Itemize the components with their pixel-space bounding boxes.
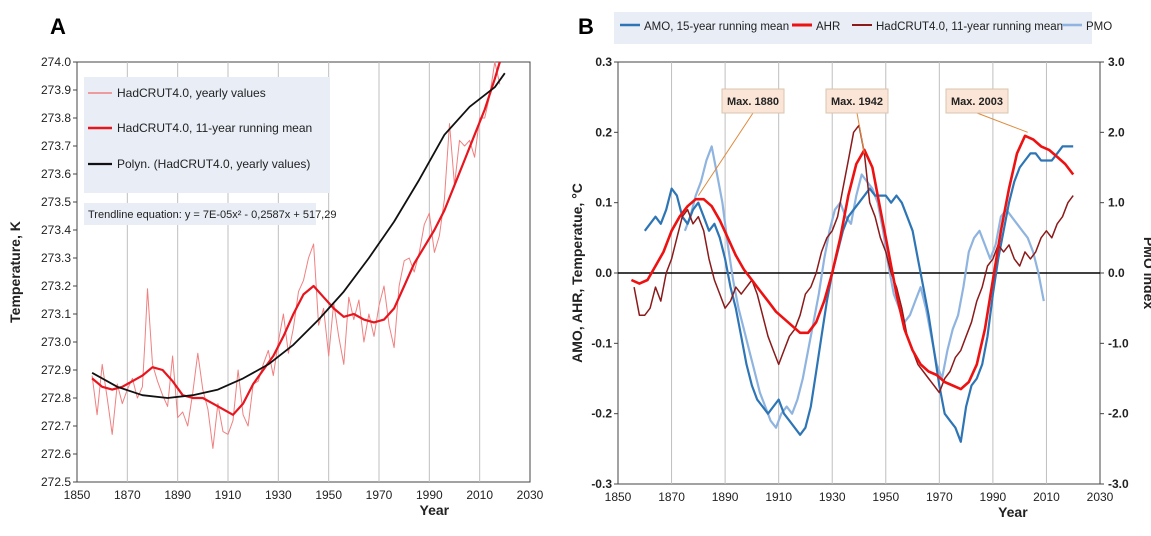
x-tick-label: 2010 — [466, 488, 493, 502]
y-tick-label: 274.0 — [41, 55, 71, 69]
y-tick-label: 273.6 — [41, 167, 71, 181]
panel-b: 1850 1870 1890 1910 1930 1950 1970 1990 2010 2030… — [569, 12, 1151, 520]
y-tick-label: 0.1 — [595, 196, 612, 210]
x-tick-label: 1910 — [215, 488, 242, 502]
annotation-label: Max. 1880 — [727, 96, 779, 108]
legend-box — [84, 77, 330, 193]
trendline-box — [84, 203, 316, 225]
y-tick-label: 0.0 — [595, 266, 612, 280]
y-tick-label: 273.4 — [41, 223, 71, 237]
x-tick-label: 1850 — [64, 488, 91, 502]
x-tick-label: 2030 — [517, 488, 544, 502]
series-line — [633, 124, 1074, 394]
series-line — [91, 61, 501, 449]
y2-tick-label: 0.0 — [1108, 266, 1125, 280]
y-tick-label: 272.9 — [41, 363, 71, 377]
x-tick-label: 1870 — [658, 490, 685, 504]
series-line — [91, 72, 506, 399]
x-tick-label: 1970 — [926, 490, 953, 504]
series-line — [683, 145, 1045, 429]
y-tick-label: 0.2 — [595, 125, 612, 139]
x-tick-label: 1950 — [315, 488, 342, 502]
legend-entry: AHR — [816, 21, 840, 33]
x-tick-label: 1990 — [416, 488, 443, 502]
y-tick-label: 273.7 — [41, 139, 71, 153]
y-tick-label: 273.9 — [41, 83, 71, 97]
y2-tick-label: -1.0 — [1108, 336, 1129, 350]
y-tick-label: -0.1 — [591, 336, 612, 350]
x-tick-label: 1890 — [712, 490, 739, 504]
x-tick-label: 1910 — [765, 490, 792, 504]
panel-a-label: A — [50, 14, 66, 39]
trendline-equation: Trendline equation: y = 7E-05x² - 0,2587… — [88, 209, 336, 221]
y-tick-label: 272.7 — [41, 419, 71, 433]
y-tick-label: 273.3 — [41, 251, 71, 265]
x-tick-label: 1930 — [819, 490, 846, 504]
y2-tick-label: -3.0 — [1108, 477, 1129, 491]
y-tick-label: 273.2 — [41, 279, 71, 293]
y-tick-label: 272.5 — [41, 475, 71, 489]
y-tick-label: 273.1 — [41, 307, 71, 321]
x-tick-label: 1950 — [872, 490, 899, 504]
x-tick-label: 1870 — [114, 488, 141, 502]
series-line — [91, 61, 501, 416]
y-axis-title: AMO, AHR, Temperatue, °C — [569, 183, 585, 363]
x-tick-label: 2030 — [1087, 490, 1114, 504]
annotation-arrow — [856, 112, 865, 154]
annotation-box — [945, 88, 1009, 114]
x-tick-label: 2010 — [1033, 490, 1060, 504]
y2-tick-label: 2.0 — [1108, 125, 1125, 139]
y-tick-label: 272.8 — [41, 391, 71, 405]
annotation-label: Max. 1942 — [831, 96, 883, 108]
y2-tick-label: 3.0 — [1108, 55, 1125, 69]
x-axis-title: Year — [420, 502, 450, 518]
y-tick-label: -0.3 — [591, 477, 612, 491]
legend-entry: PMO — [1086, 21, 1112, 33]
y-tick-label: -0.2 — [591, 407, 612, 421]
x-tick-label: 1990 — [980, 490, 1007, 504]
legend-entry: Polyn. (HadCRUT4.0, yearly values) — [117, 157, 310, 171]
legend-entry: HadCRUT4.0, 11-year running mean — [117, 121, 312, 135]
y2-tick-label: -2.0 — [1108, 407, 1129, 421]
annotation-arrow — [697, 112, 754, 196]
legend-b: AMO, 15-year running mean AHR HadCRUT4.0, … — [614, 12, 1112, 44]
x-tick-label: 1970 — [366, 488, 393, 502]
legend-a: HadCRUT4.0, yearly values HadCRUT4.0, 11-… — [84, 77, 330, 193]
y2-tick-label: 1.0 — [1108, 196, 1125, 210]
x-tick-label: 1930 — [265, 488, 292, 502]
series-line — [643, 145, 1074, 443]
y2-axis-title: PMO index — [1141, 237, 1151, 310]
series-line — [630, 134, 1075, 391]
panel-b-label: B — [578, 14, 594, 39]
legend-entry: AMO, 15-year running mean — [644, 21, 789, 33]
y-tick-label: 273.0 — [41, 335, 71, 349]
y-tick-label: 0.3 — [595, 55, 612, 69]
x-axis-title: Year — [998, 504, 1028, 520]
x-tick-label: 1850 — [605, 490, 632, 504]
y-tick-label: 273.5 — [41, 195, 71, 209]
legend-box — [614, 12, 1092, 44]
annotation-box — [721, 88, 785, 114]
annotation-box — [825, 88, 889, 114]
annotation-label: Max. 2003 — [951, 96, 1003, 108]
legend-entry: HadCRUT4.0, 11-year running mean — [876, 21, 1063, 33]
annotation-arrow — [976, 112, 1028, 133]
x-tick-label: 1890 — [164, 488, 191, 502]
legend-entry: HadCRUT4.0, yearly values — [117, 86, 266, 100]
y-axis-title: Temperature, K — [7, 221, 23, 323]
y-tick-label: 272.6 — [41, 447, 71, 461]
panel-a: 1850 1870 1890 1910 1930 1950 1970 1990 2010 2030… — [7, 55, 544, 518]
y-tick-label: 273.8 — [41, 111, 71, 125]
